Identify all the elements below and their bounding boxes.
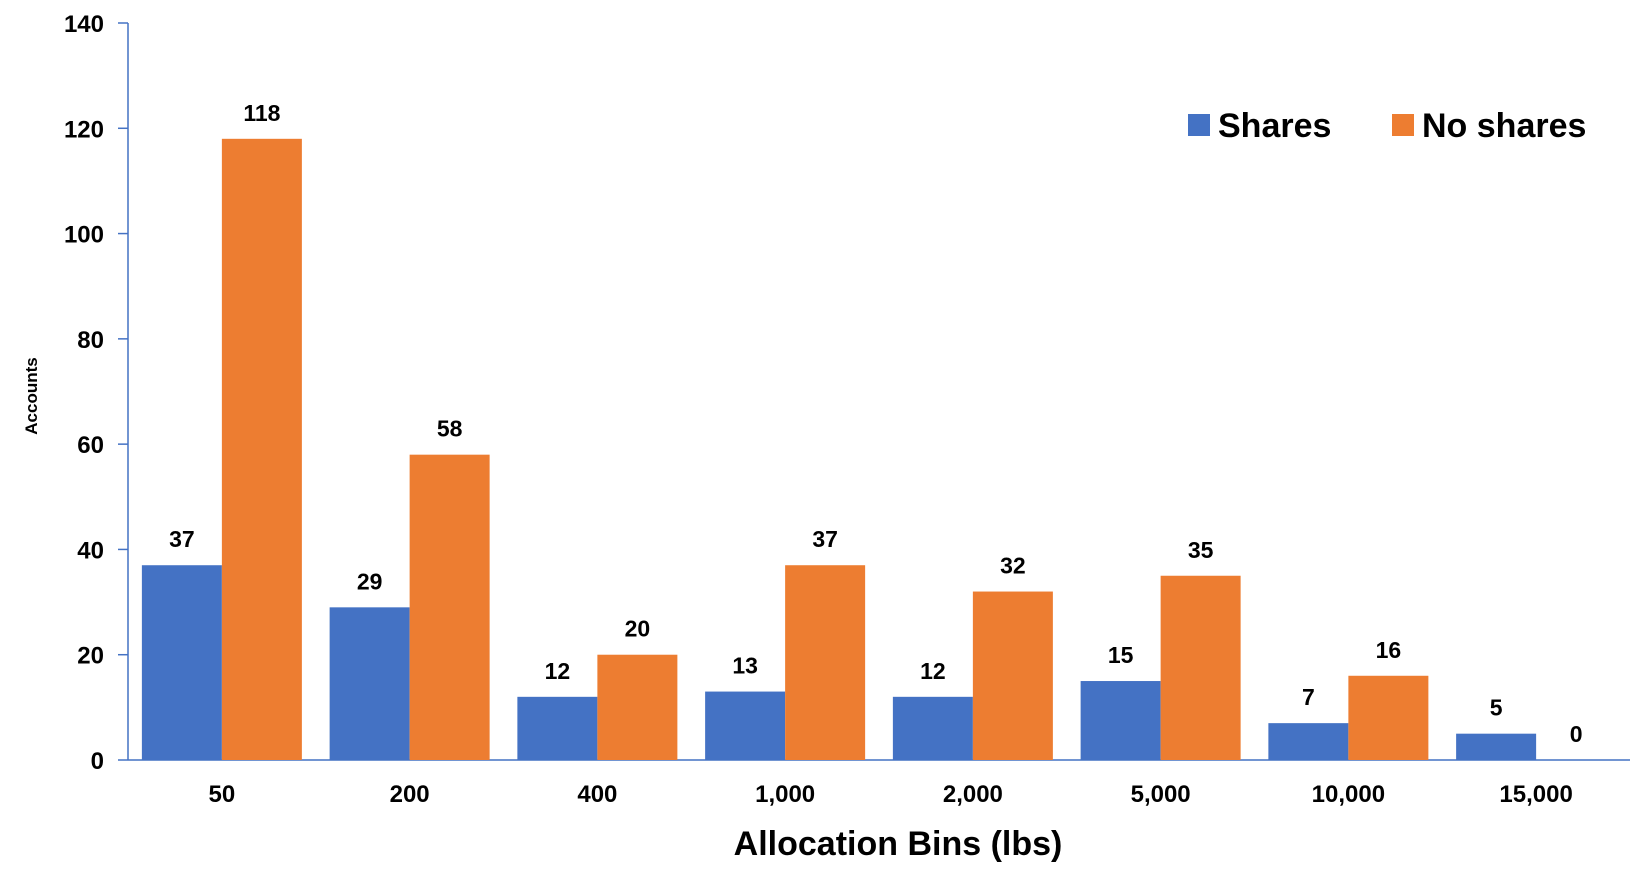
- bar-no-shares: [1160, 575, 1241, 760]
- bar-shares: [141, 565, 222, 760]
- data-label-no-shares: 0: [1570, 721, 1583, 747]
- x-tick-label: 2,000: [943, 781, 1003, 808]
- x-tick-label: 10,000: [1312, 781, 1385, 808]
- bar-shares: [705, 691, 786, 760]
- data-label-no-shares: 20: [625, 616, 651, 642]
- y-tick-label: 40: [77, 537, 104, 564]
- data-labels: 37 118 29 58 12 20 13 37 12 32 15 35 7 16 5 0: [169, 100, 1582, 747]
- data-label-no-shares: 37: [812, 526, 838, 552]
- bar-shares: [1456, 733, 1537, 760]
- legend-label-no-shares: No shares: [1422, 107, 1586, 145]
- data-label-shares: 7: [1302, 684, 1315, 710]
- data-label-shares: 12: [920, 658, 946, 684]
- bar-shares: [1268, 723, 1349, 760]
- y-axis-title: Accounts: [22, 357, 41, 434]
- bar-shares: [517, 696, 598, 760]
- data-label-shares: 13: [732, 653, 758, 679]
- legend-swatch-shares: [1188, 114, 1210, 136]
- x-tick-label: 5,000: [1131, 781, 1191, 808]
- bar-shares: [892, 696, 973, 760]
- data-label-shares: 29: [357, 568, 383, 594]
- y-tick-label: 20: [77, 643, 104, 670]
- y-tick-label: 140: [64, 11, 104, 38]
- chart-bars: [141, 138, 1537, 761]
- data-label-no-shares: 32: [1000, 553, 1026, 579]
- data-label-no-shares: 118: [243, 100, 280, 126]
- bar-shares: [329, 607, 410, 760]
- chart-legend: Shares No shares: [1188, 107, 1586, 145]
- x-axis-title: Allocation Bins (lbs): [734, 825, 1063, 863]
- bar-no-shares: [221, 138, 302, 761]
- x-tick-label: 50: [209, 781, 236, 808]
- x-tick-label: 15,000: [1499, 781, 1572, 808]
- legend-label-shares: Shares: [1218, 107, 1331, 145]
- bar-no-shares: [409, 454, 490, 760]
- bar-no-shares: [1348, 675, 1429, 760]
- y-tick-label: 120: [64, 116, 104, 143]
- y-tick-label: 100: [64, 222, 104, 249]
- y-tick-label: 80: [77, 327, 104, 354]
- legend-swatch-no-shares: [1392, 114, 1414, 136]
- x-tick-label: 200: [390, 781, 430, 808]
- data-label-shares: 12: [545, 658, 571, 684]
- y-tick-label: 60: [77, 432, 104, 459]
- x-axis-ticks: 50 200 400 1,000 2,000 5,000 10,000 15,000: [209, 781, 1573, 808]
- bar-no-shares: [597, 654, 678, 760]
- data-label-no-shares: 35: [1188, 537, 1214, 563]
- data-label-no-shares: 58: [437, 416, 463, 442]
- y-tick-label: 0: [91, 748, 104, 775]
- bar-no-shares: [972, 591, 1053, 760]
- data-label-shares: 37: [169, 526, 195, 552]
- x-tick-label: 1,000: [755, 781, 815, 808]
- x-tick-label: 400: [577, 781, 617, 808]
- bar-no-shares: [785, 565, 866, 760]
- data-label-shares: 15: [1108, 642, 1134, 668]
- bar-shares: [1080, 681, 1161, 760]
- y-axis-ticks: 0 20 40 60 80 100 120 140: [64, 11, 128, 775]
- data-label-shares: 5: [1490, 695, 1503, 721]
- data-label-no-shares: 16: [1376, 637, 1402, 663]
